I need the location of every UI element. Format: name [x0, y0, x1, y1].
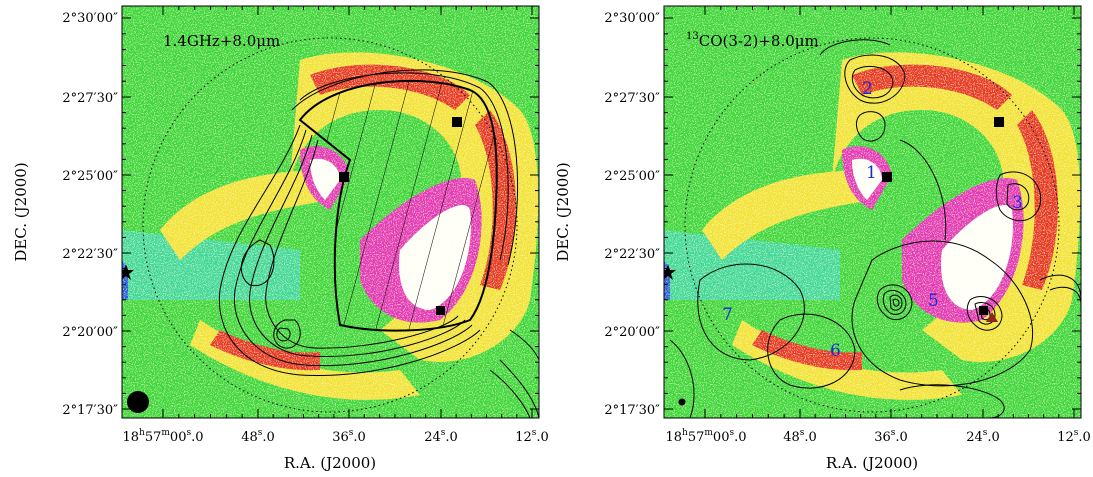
left-square-marker-3	[436, 306, 445, 315]
clump-label-2: 2	[862, 79, 873, 99]
clump-label-7: 7	[722, 305, 733, 325]
right-square-marker-3	[979, 306, 988, 315]
dec-tick-label: 2°30′00″	[62, 11, 118, 26]
right-contours	[669, 39, 1081, 418]
ra-tick-label-1: 48s.0	[241, 428, 275, 445]
ra-tick-label-4: 12s.0	[1057, 428, 1091, 445]
right-star-marker	[664, 264, 676, 280]
right-triangle-marker	[986, 312, 998, 322]
left-square-marker-1	[452, 117, 462, 127]
right-panel-title-sup: 13	[686, 31, 699, 42]
ra-tick-label-0: 18h57m00s.0	[665, 428, 746, 445]
clump-label-1: 1	[866, 163, 877, 183]
axis-ticks	[122, 6, 1081, 418]
ra-tick-label-2: 36s.0	[332, 428, 366, 445]
left-xlabel: R.A. (J2000)	[284, 454, 376, 472]
dec-tick-label: 2°22′30″	[62, 247, 118, 262]
right-frame	[663, 5, 1082, 419]
right-dec-tick-labels: 2°30′00″ 2°27′30″ 2°25′00″ 2°22′30″ 2°20…	[604, 11, 660, 418]
dec-tick-label: 2°30′00″	[604, 11, 660, 26]
left-ylabel: DEC. (J2000)	[12, 162, 30, 261]
dec-tick-label: 2°20′00″	[604, 325, 660, 340]
dec-tick-label: 2°25′00″	[62, 169, 118, 184]
dec-tick-label: 2°17′30″	[604, 403, 660, 418]
left-ra-tick-labels: 18h57m00s.0 48s.0 36s.0 24s.0 12s.0	[122, 428, 548, 445]
left-star-marker	[122, 264, 134, 280]
right-beam-circle	[678, 398, 686, 406]
ra-tick-label-1: 48s.0	[783, 428, 817, 445]
ra-tick-label-3: 24s.0	[424, 428, 458, 445]
clump-label-6: 6	[830, 341, 841, 361]
right-bubble-circle	[684, 37, 1060, 413]
right-square-marker-1	[994, 117, 1004, 127]
ra-tick-label-3: 24s.0	[966, 428, 1000, 445]
ra-tick-label-2: 36s.0	[874, 428, 908, 445]
right-ra-tick-labels: 18h57m00s.0 48s.0 36s.0 24s.0 12s.0	[665, 428, 1090, 445]
left-contours	[218, 69, 539, 418]
right-panel-title-main: CO(3-2)+8.0μm	[699, 32, 819, 50]
clump-label-5: 5	[928, 291, 939, 311]
dec-tick-label: 2°27′30″	[604, 91, 660, 106]
left-panel	[122, 6, 539, 418]
ra-tick-label-0: 18h57m00s.0	[122, 428, 203, 445]
ra-tick-label-4: 12s.0	[515, 428, 549, 445]
left-bubble-circle	[142, 37, 518, 413]
right-square-marker-2	[882, 172, 892, 182]
dec-tick-label: 2°20′00″	[62, 325, 118, 340]
right-ylabel: DEC. (J2000)	[554, 162, 572, 261]
left-hatched-region	[298, 79, 498, 332]
dec-tick-label: 2°25′00″	[604, 169, 660, 184]
left-panel-title: 1.4GHz+8.0μm	[163, 32, 280, 50]
dec-tick-label: 2°17′30″	[62, 403, 118, 418]
clump-label-3: 3	[1012, 193, 1023, 213]
left-dec-tick-labels: 2°30′00″ 2°27′30″ 2°25′00″ 2°22′30″ 2°20…	[62, 11, 118, 418]
right-panel-title: 13CO(3-2)+8.0μm	[686, 31, 819, 50]
left-frame	[121, 5, 540, 419]
left-square-marker-2	[339, 172, 349, 182]
right-xlabel: R.A. (J2000)	[826, 454, 918, 472]
dec-tick-label: 2°27′30″	[62, 91, 118, 106]
right-panel: 2 1 3 5 6 7	[664, 6, 1081, 418]
dec-tick-label: 2°22′30″	[604, 247, 660, 262]
left-beam-circle	[127, 391, 149, 413]
